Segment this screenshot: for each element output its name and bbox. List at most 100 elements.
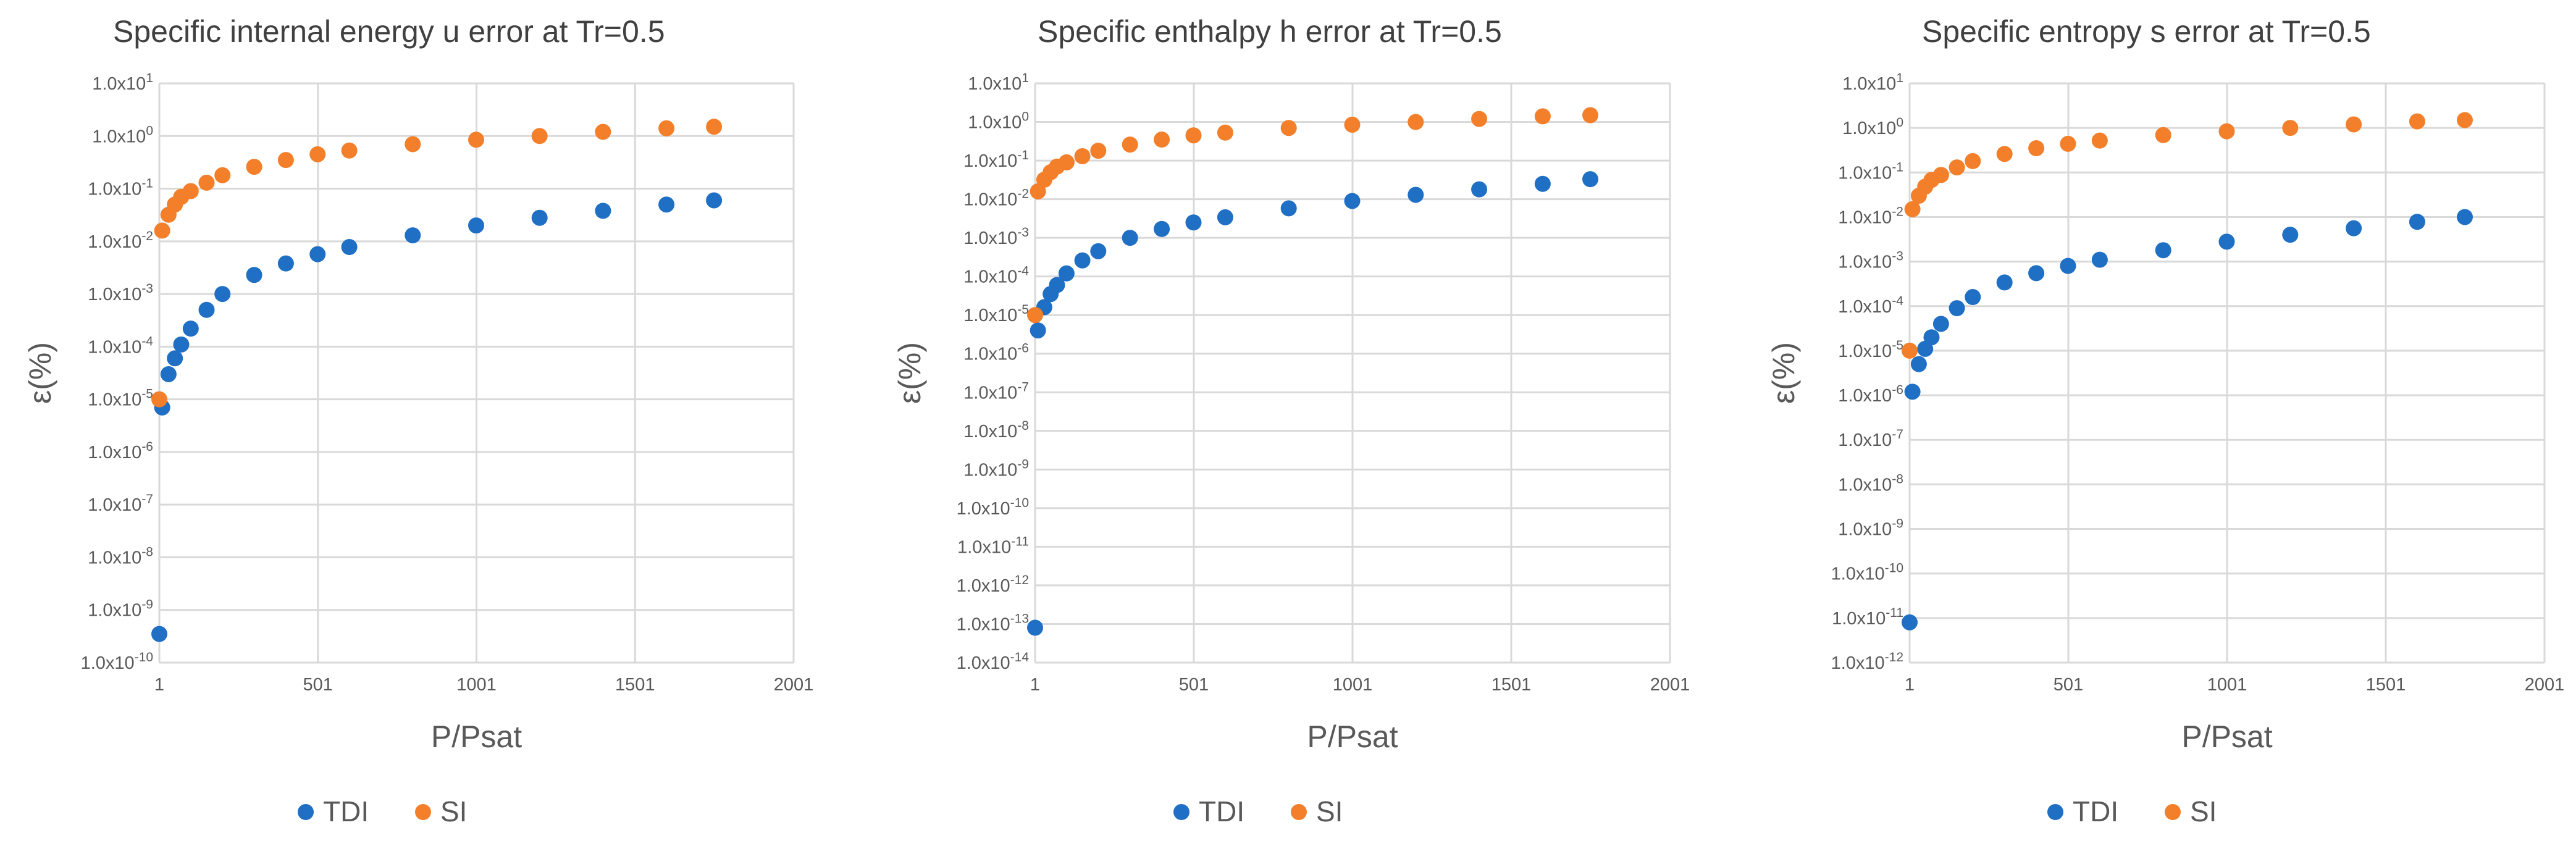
x-tick-label: 2001 [2525, 675, 2565, 695]
data-point-tdi [2218, 233, 2235, 250]
data-point-tdi [1154, 220, 1170, 237]
data-point-si [531, 128, 548, 144]
y-tick-label: 1.0x10-2 [963, 187, 1029, 210]
x-tick-label: 1501 [615, 675, 655, 695]
x-axis-label: P/Psat [1307, 719, 1398, 754]
chart-title: Specific internal energy u error at Tr=0… [113, 14, 665, 49]
data-point-si [1534, 108, 1551, 125]
y-tick-label: 1.0x10-9 [963, 457, 1029, 480]
data-point-tdi [595, 203, 611, 219]
data-point-tdi [1344, 193, 1361, 209]
legend-label-tdi: TDI [2073, 795, 2118, 827]
legend-label-tdi: TDI [323, 795, 369, 827]
data-point-tdi [1027, 619, 1043, 636]
data-point-tdi [2028, 265, 2045, 282]
x-tick-label: 1 [1905, 675, 1915, 695]
data-point-si [277, 152, 294, 169]
data-point-tdi [2346, 220, 2362, 237]
chart-2: Specific enthalpy h error at Tr=0.5 1.0x1… [892, 14, 1690, 827]
y-tick-label: 1.0x10-4 [1838, 294, 1903, 317]
data-point-tdi [1534, 175, 1551, 192]
y-tick-label: 1.0x10-1 [88, 177, 153, 199]
data-point-tdi [1049, 277, 1065, 293]
x-tick-label: 1 [154, 675, 164, 695]
y-tick-label: 1.0x10-3 [88, 282, 153, 304]
data-point-si [2091, 132, 2108, 149]
y-tick-label: 1.0x10-10 [1831, 561, 1903, 584]
y-tick-label: 1.0x10-9 [1838, 517, 1903, 540]
y-tick-label: 1.0x10-5 [1838, 338, 1903, 361]
data-point-tdi [2155, 242, 2171, 259]
data-point-tdi [468, 217, 484, 234]
data-point-tdi [2456, 209, 2473, 225]
series-tdi [1902, 209, 2473, 630]
data-point-si [1058, 154, 1075, 170]
data-point-si [1074, 148, 1091, 164]
x-tick-label: 1501 [2366, 675, 2406, 695]
data-point-tdi [246, 267, 262, 283]
data-point-tdi [1923, 329, 1940, 346]
y-tick-label: 1.0x10-1 [1838, 160, 1903, 183]
y-tick-label: 1.0x10-9 [88, 598, 153, 621]
data-point-tdi [182, 320, 199, 337]
data-point-si [658, 120, 675, 136]
y-tick-label: 1.0x10-11 [1832, 606, 1903, 629]
data-point-tdi [1910, 356, 1927, 372]
data-point-tdi [706, 192, 723, 209]
data-point-tdi [658, 196, 675, 213]
y-tick-label: 1.0x10-8 [963, 419, 1029, 442]
y-tick-label: 1.0x10-12 [957, 573, 1029, 596]
data-point-tdi [1074, 252, 1091, 269]
legend-label-tdi: TDI [1199, 795, 1244, 827]
data-point-tdi [214, 286, 231, 303]
series-tdi [1027, 171, 1598, 636]
data-point-si [595, 124, 611, 140]
series-si [1902, 112, 2473, 359]
data-point-si [1902, 342, 1918, 359]
legend-label-si: SI [2190, 795, 2217, 827]
data-point-si [1280, 120, 1297, 136]
series-tdi [151, 192, 723, 642]
x-tick-label: 501 [2054, 675, 2083, 695]
y-tick-label: 1.0x10-7 [88, 492, 153, 515]
data-point-si [1122, 136, 1138, 153]
y-tick-label: 1.0x10-10 [81, 650, 153, 673]
y-tick-label: 1.0x10-4 [963, 264, 1029, 287]
data-point-tdi [1408, 186, 1424, 203]
data-point-si [246, 159, 262, 175]
y-tick-label: 1.0x10-3 [963, 225, 1029, 248]
data-point-si [2155, 127, 2171, 143]
y-tick-label: 1.0x10-8 [88, 545, 153, 567]
data-point-tdi [2060, 258, 2076, 274]
data-point-tdi [277, 255, 294, 272]
legend: TDI SI [2047, 795, 2217, 827]
y-tick-label: 1.0x10-4 [88, 334, 153, 357]
data-point-tdi [1122, 230, 1138, 246]
data-point-tdi [1217, 209, 1233, 225]
data-point-tdi [1902, 614, 1918, 630]
chart-title: Specific enthalpy h error at Tr=0.5 [1038, 14, 1502, 49]
data-point-si [2060, 135, 2076, 152]
series-si [1027, 107, 1598, 324]
y-tick-label: 1.0x10-2 [88, 229, 153, 252]
data-point-si [1217, 124, 1233, 141]
y-axis-label: ε(%) [23, 342, 57, 404]
y-tick-label: 1.0x10-1 [963, 148, 1029, 171]
data-point-si [2456, 112, 2473, 128]
legend-marker-si [415, 804, 431, 820]
x-tick-label: 1001 [456, 675, 497, 695]
y-tick-label: 1.0x100 [968, 110, 1029, 133]
data-point-si [2346, 116, 2362, 133]
data-point-tdi [1090, 243, 1107, 259]
data-point-si [182, 183, 199, 199]
data-point-tdi [167, 350, 183, 367]
chart-1: Specific internal energy u error at Tr=0… [23, 14, 813, 827]
x-tick-label: 2001 [1650, 675, 1690, 695]
data-point-tdi [2282, 227, 2299, 243]
data-point-si [1471, 111, 1488, 127]
data-point-si [1185, 127, 1202, 144]
y-axis-label: ε(%) [892, 342, 927, 404]
y-tick-label: 1.0x10-7 [963, 380, 1029, 403]
data-point-si [1344, 116, 1361, 133]
